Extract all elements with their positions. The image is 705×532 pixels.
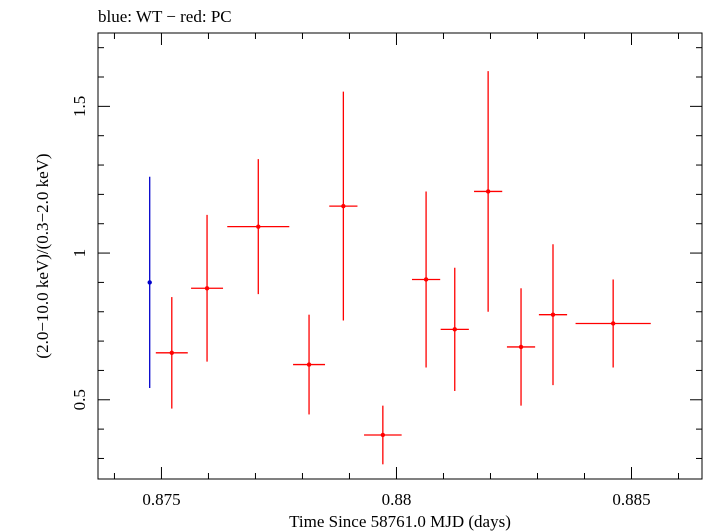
data-point bbox=[191, 214, 224, 362]
data-point bbox=[538, 244, 568, 386]
x-tick-label: 0.885 bbox=[612, 490, 650, 509]
y-tick-label: 0.5 bbox=[70, 389, 89, 410]
series-wt bbox=[147, 176, 152, 389]
data-point bbox=[474, 71, 503, 312]
chart-title: blue: WT − red: PC bbox=[98, 7, 232, 26]
point-marker bbox=[380, 432, 386, 438]
point-marker bbox=[169, 350, 174, 356]
data-points bbox=[147, 71, 651, 465]
data-point bbox=[227, 159, 290, 295]
data-point bbox=[293, 314, 326, 415]
point-marker bbox=[256, 224, 261, 229]
data-point bbox=[506, 288, 536, 406]
point-marker bbox=[147, 280, 152, 285]
point-marker bbox=[550, 312, 556, 317]
point-marker bbox=[306, 362, 312, 367]
y-axis-label: (2.0−10.0 keV)/(0.3−2.0 keV) bbox=[33, 153, 52, 358]
y-tick-label: 1.5 bbox=[70, 96, 89, 117]
point-marker bbox=[423, 277, 429, 282]
x-tick-label: 0.875 bbox=[142, 490, 180, 509]
point-marker bbox=[452, 327, 457, 332]
point-marker bbox=[341, 203, 346, 209]
x-axis-label: Time Since 58761.0 MJD (days) bbox=[289, 512, 511, 531]
data-point bbox=[155, 297, 188, 409]
data-point bbox=[575, 279, 651, 368]
series-pc bbox=[155, 71, 651, 465]
data-point bbox=[364, 405, 402, 465]
data-point bbox=[329, 91, 358, 321]
y-tick-label: 1 bbox=[70, 249, 89, 258]
data-point bbox=[440, 267, 469, 391]
point-marker bbox=[518, 344, 524, 350]
data-point bbox=[147, 176, 152, 389]
point-marker bbox=[485, 189, 491, 194]
point-marker bbox=[204, 286, 210, 291]
data-point bbox=[411, 191, 441, 368]
x-tick-label: 0.88 bbox=[382, 490, 412, 509]
plot-frame bbox=[97, 32, 703, 480]
point-marker bbox=[610, 321, 616, 326]
axis-ticks: 0.875 0.88 0.885 0.5 1 1.5 bbox=[70, 33, 702, 509]
